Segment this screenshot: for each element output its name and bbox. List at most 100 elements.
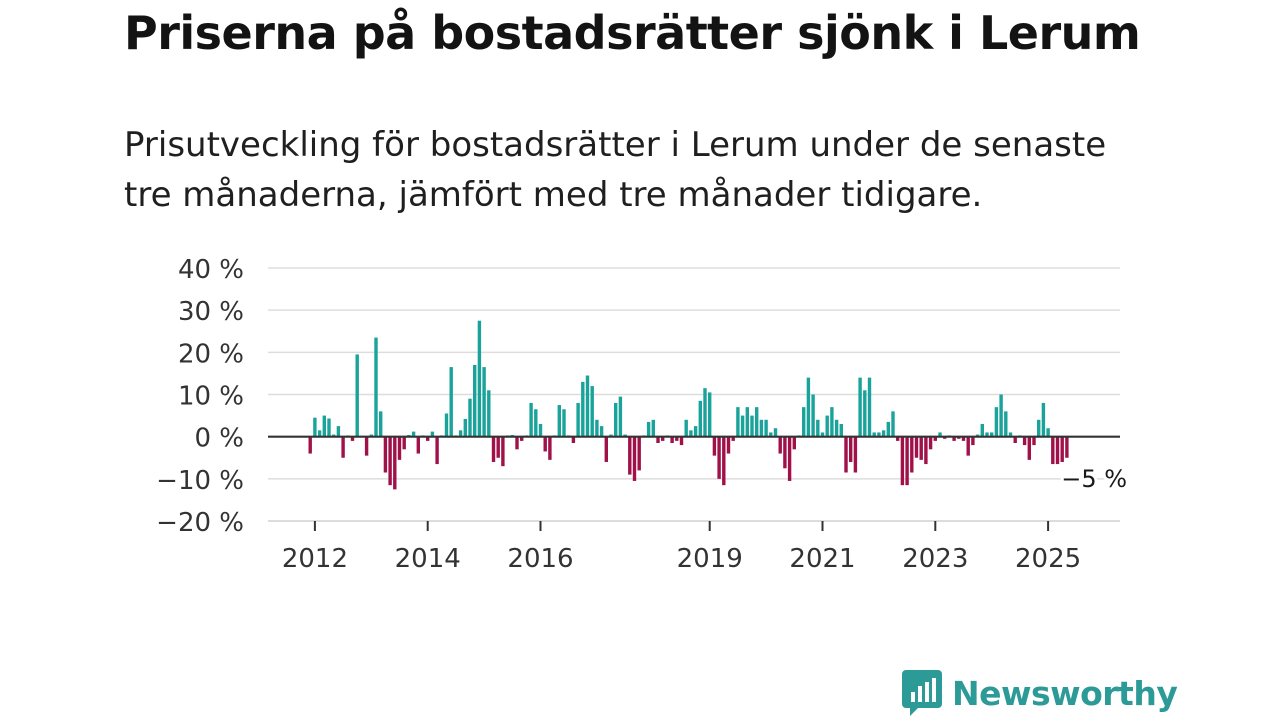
bar-negative bbox=[397, 436, 402, 460]
bar-negative bbox=[679, 436, 684, 446]
bar-negative bbox=[571, 436, 576, 443]
y-tick-label: −10 % bbox=[156, 466, 244, 496]
bar-positive bbox=[1008, 432, 1013, 437]
bar-negative bbox=[1055, 436, 1060, 465]
bar-positive bbox=[590, 386, 594, 437]
bar-positive bbox=[759, 419, 764, 437]
bar-positive bbox=[985, 432, 989, 437]
bar-positive bbox=[317, 430, 322, 437]
bar-positive bbox=[449, 367, 453, 437]
bar-positive bbox=[830, 407, 834, 437]
bar-negative bbox=[416, 436, 420, 454]
chart-subtitle: Prisutveckling för bostadsrätter i Lerum… bbox=[124, 125, 1107, 215]
bar-positive bbox=[595, 419, 599, 437]
bar-positive bbox=[1046, 428, 1050, 437]
y-tick-label: −20 % bbox=[156, 508, 244, 538]
bar-negative bbox=[971, 436, 975, 446]
bar-positive bbox=[980, 424, 984, 437]
bar-negative bbox=[783, 436, 787, 469]
bar-positive bbox=[877, 432, 881, 437]
bar-negative bbox=[933, 436, 937, 441]
bar-negative bbox=[1013, 436, 1017, 443]
bar-negative bbox=[961, 436, 966, 441]
bar-positive bbox=[618, 396, 623, 437]
bar-negative bbox=[491, 436, 496, 462]
bar-positive bbox=[773, 428, 778, 437]
bar-positive bbox=[487, 390, 491, 437]
bar-positive bbox=[557, 405, 561, 437]
y-tick-label: 40 % bbox=[178, 255, 244, 285]
last-value-label: −5 % bbox=[1061, 465, 1127, 493]
bar-positive bbox=[327, 418, 331, 437]
bar-negative bbox=[393, 436, 397, 490]
bar-positive bbox=[891, 411, 895, 437]
bar-positive bbox=[811, 394, 815, 437]
bar-positive bbox=[820, 432, 825, 437]
bar-negative bbox=[952, 436, 956, 441]
bar-positive bbox=[411, 431, 416, 437]
bar-positive bbox=[839, 424, 843, 437]
bar-positive bbox=[374, 337, 378, 437]
bar-positive bbox=[872, 432, 876, 437]
bar-negative bbox=[341, 436, 345, 458]
bar-positive bbox=[886, 421, 890, 437]
bar-positive bbox=[581, 381, 585, 437]
bar-positive bbox=[736, 407, 740, 437]
bar-positive bbox=[562, 409, 566, 437]
bar-negative bbox=[924, 436, 928, 465]
bar-positive bbox=[614, 402, 618, 437]
bar-positive bbox=[769, 432, 773, 437]
bar-positive bbox=[764, 419, 768, 437]
bar-positive bbox=[336, 426, 341, 437]
bar-negative bbox=[632, 436, 637, 481]
bar-positive bbox=[994, 407, 999, 437]
bar-negative bbox=[905, 436, 909, 486]
bar-positive bbox=[1004, 411, 1008, 437]
bar-negative bbox=[675, 436, 679, 441]
bar-positive bbox=[651, 419, 655, 437]
chart-title: Priserna på bostadsrätter sjönk i Lerum bbox=[124, 6, 1141, 60]
bar-negative bbox=[1022, 436, 1027, 446]
bar-negative bbox=[350, 436, 355, 441]
bar-negative bbox=[731, 436, 735, 441]
bar-positive bbox=[477, 320, 482, 437]
bar-negative bbox=[914, 436, 919, 458]
bar-positive bbox=[745, 407, 749, 437]
bar-negative bbox=[656, 436, 660, 443]
bar-negative bbox=[966, 436, 970, 456]
bar-negative bbox=[1032, 436, 1036, 446]
bar-positive bbox=[444, 413, 449, 437]
chart-bubble-icon bbox=[902, 670, 942, 716]
y-tick-label: 0 % bbox=[194, 424, 244, 454]
x-tick-label: 2012 bbox=[282, 544, 348, 574]
bar-negative bbox=[787, 436, 792, 481]
bar-negative bbox=[496, 436, 500, 458]
bar-positive bbox=[1041, 402, 1046, 437]
bar-positive bbox=[740, 415, 745, 437]
bar-negative bbox=[604, 436, 608, 462]
bar-negative bbox=[896, 436, 900, 441]
bar-positive bbox=[599, 426, 604, 437]
bar-negative bbox=[1065, 436, 1069, 458]
bar-positive bbox=[684, 419, 688, 437]
bar-positive bbox=[703, 388, 707, 437]
bar-positive bbox=[529, 402, 533, 437]
bar-positive bbox=[999, 394, 1003, 437]
bar-positive bbox=[355, 354, 359, 437]
bar-positive bbox=[463, 418, 467, 437]
x-tick-label: 2019 bbox=[677, 544, 743, 574]
bar-positive bbox=[430, 431, 435, 437]
bar-positive bbox=[576, 402, 580, 437]
bar-negative bbox=[426, 436, 430, 441]
bar-positive bbox=[755, 407, 759, 437]
y-tick-label: 30 % bbox=[178, 297, 244, 327]
x-tick-label: 2023 bbox=[902, 544, 968, 574]
bar-negative bbox=[543, 436, 547, 452]
bar-negative bbox=[792, 436, 796, 450]
bar-positive bbox=[379, 411, 383, 437]
bar-negative bbox=[919, 436, 923, 460]
bar-positive bbox=[881, 430, 886, 437]
bar-positive bbox=[322, 415, 326, 437]
bar-positive bbox=[698, 400, 702, 437]
bar-positive bbox=[990, 432, 994, 437]
